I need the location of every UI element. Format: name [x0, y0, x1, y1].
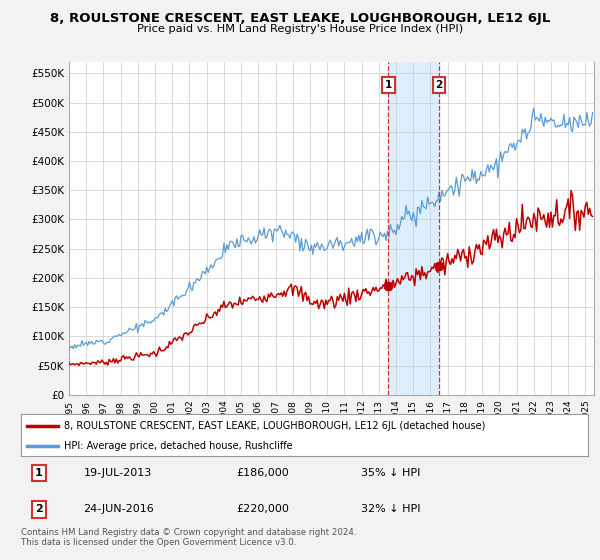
Text: Price paid vs. HM Land Registry's House Price Index (HPI): Price paid vs. HM Land Registry's House …: [137, 24, 463, 34]
Text: Contains HM Land Registry data © Crown copyright and database right 2024.
This d: Contains HM Land Registry data © Crown c…: [21, 528, 356, 547]
Text: £220,000: £220,000: [236, 505, 289, 515]
Text: 32% ↓ HPI: 32% ↓ HPI: [361, 505, 421, 515]
Bar: [388, 62, 439, 395]
Text: 2: 2: [435, 80, 442, 90]
Text: 24-JUN-2016: 24-JUN-2016: [83, 505, 154, 515]
Text: 8, ROULSTONE CRESCENT, EAST LEAKE, LOUGHBOROUGH, LE12 6JL: 8, ROULSTONE CRESCENT, EAST LEAKE, LOUGH…: [50, 12, 550, 25]
Text: 8, ROULSTONE CRESCENT, EAST LEAKE, LOUGHBOROUGH, LE12 6JL (detached house): 8, ROULSTONE CRESCENT, EAST LEAKE, LOUGH…: [64, 421, 485, 431]
Text: 1: 1: [385, 80, 392, 90]
Text: £186,000: £186,000: [236, 468, 289, 478]
Text: HPI: Average price, detached house, Rushcliffe: HPI: Average price, detached house, Rush…: [64, 441, 292, 451]
Text: 2: 2: [35, 505, 43, 515]
Text: 35% ↓ HPI: 35% ↓ HPI: [361, 468, 421, 478]
Text: 1: 1: [35, 468, 43, 478]
Text: 19-JUL-2013: 19-JUL-2013: [83, 468, 152, 478]
